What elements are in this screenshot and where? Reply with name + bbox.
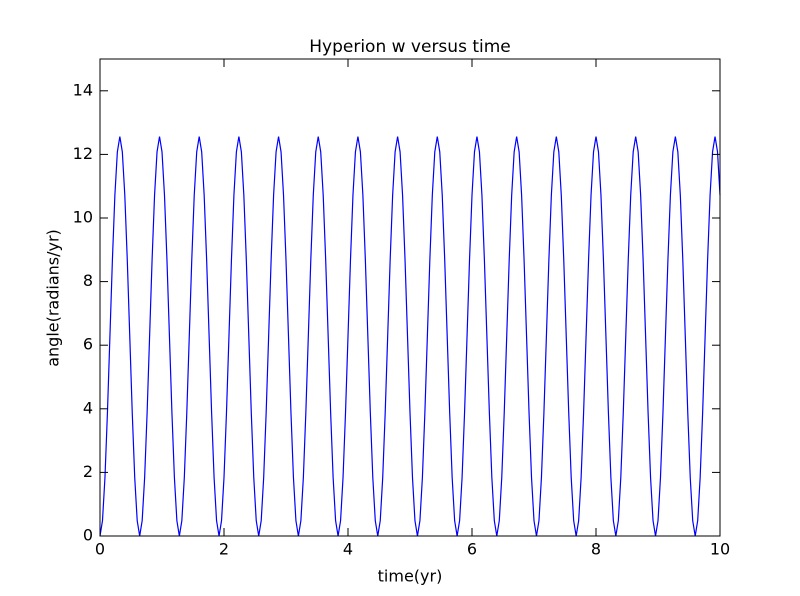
y-tick-label: 12 <box>73 144 93 163</box>
y-tick-label: 14 <box>73 80 93 99</box>
y-tick-label: 10 <box>73 208 93 227</box>
x-tick-label: 8 <box>591 540 601 559</box>
data-line <box>99 136 721 537</box>
y-tick-label: 8 <box>83 271 93 290</box>
chart-title: Hyperion w versus time <box>309 37 511 57</box>
y-tick-label: 6 <box>83 335 93 354</box>
plot-frame <box>99 58 721 537</box>
y-tick-label: 2 <box>83 462 93 481</box>
x-tick-label: 4 <box>343 540 353 559</box>
x-axis-label: time(yr) <box>378 567 443 586</box>
x-tick-label: 6 <box>467 540 477 559</box>
y-tick-label: 0 <box>83 526 93 545</box>
y-tick-label: 4 <box>83 398 93 417</box>
x-tick-label: 0 <box>95 540 105 559</box>
x-tick-label: 2 <box>219 540 229 559</box>
y-axis-label: angle(radians/yr) <box>44 229 63 367</box>
x-tick-label: 10 <box>710 540 730 559</box>
